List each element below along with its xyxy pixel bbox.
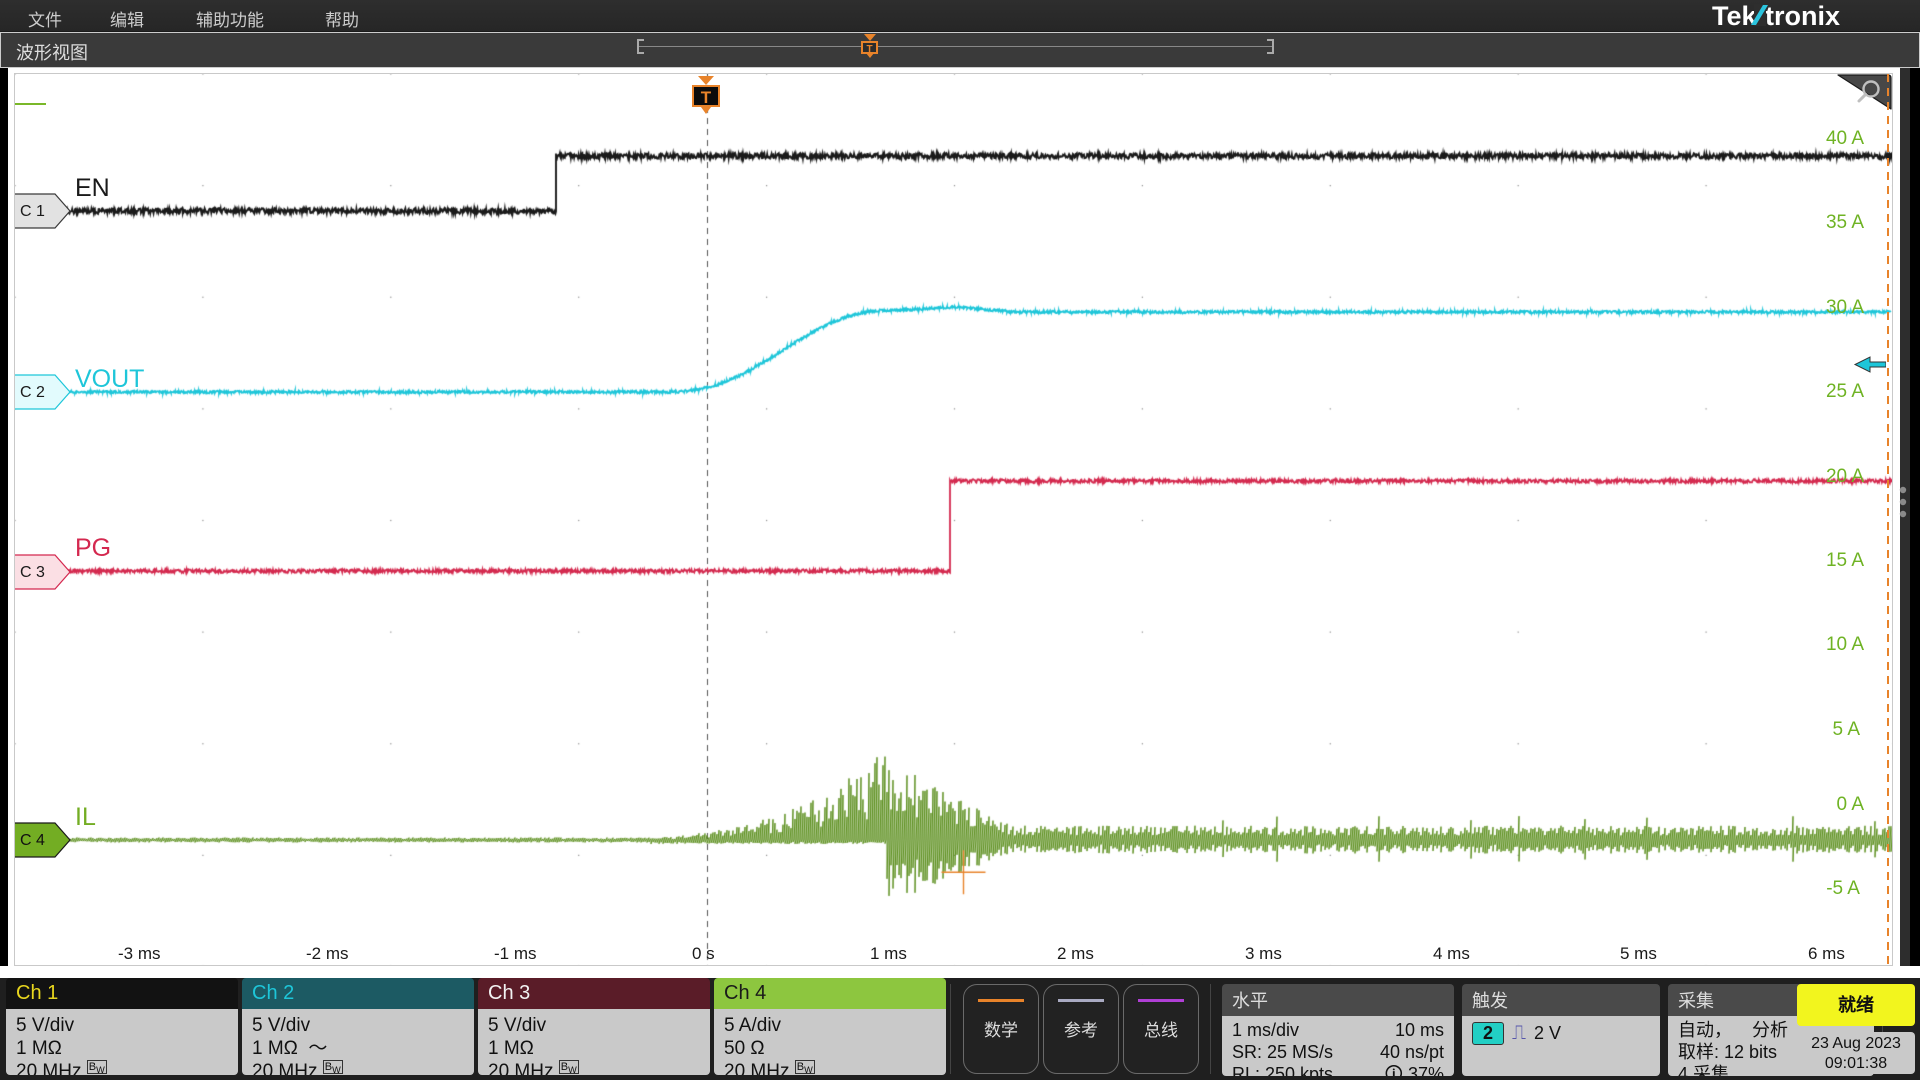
svg-text:C 4: C 4 xyxy=(20,832,45,849)
svg-text:tronix: tronix xyxy=(1765,3,1840,31)
svg-text:C 1: C 1 xyxy=(20,203,45,220)
svg-text:Tek: Tek xyxy=(1712,3,1758,31)
svg-text:C 2: C 2 xyxy=(20,384,45,401)
svg-text:C 3: C 3 xyxy=(20,564,45,581)
